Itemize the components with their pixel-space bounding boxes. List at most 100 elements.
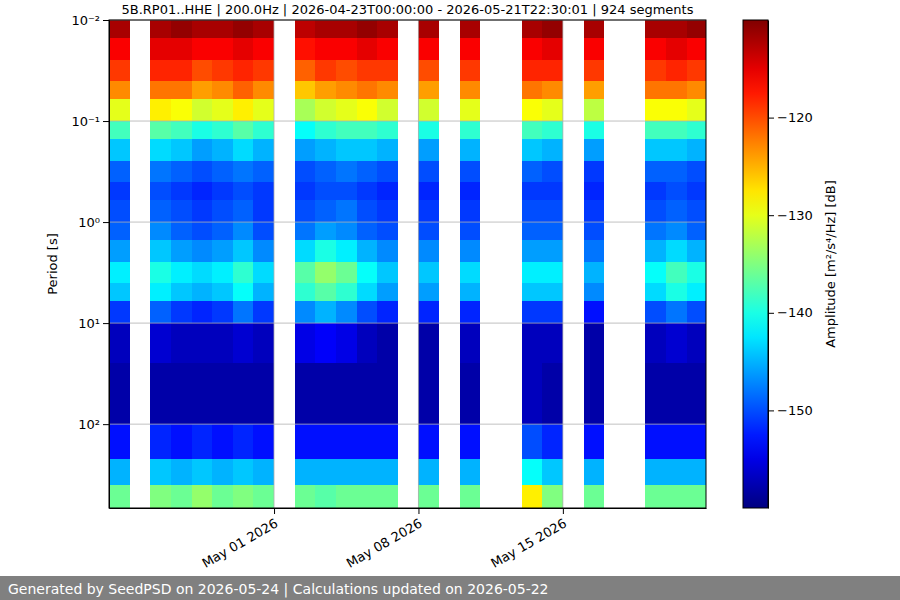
cell	[171, 424, 192, 459]
cell	[212, 240, 233, 262]
cell	[460, 485, 481, 508]
cell	[645, 283, 666, 301]
cell	[522, 161, 543, 182]
cell	[542, 182, 563, 200]
tick: −140	[768, 305, 813, 320]
cell	[522, 60, 543, 81]
cell	[645, 240, 666, 262]
cell	[584, 222, 605, 240]
cell	[460, 20, 481, 38]
cell	[295, 363, 316, 424]
cell	[212, 60, 233, 81]
cell	[253, 161, 274, 182]
cell	[253, 182, 274, 200]
colorbar-axis: −150−140−130−120	[768, 21, 813, 509]
cell	[192, 81, 213, 99]
cell	[460, 301, 481, 323]
cell	[192, 323, 213, 363]
cell	[460, 283, 481, 301]
cell	[109, 485, 130, 508]
tick: 10⁻²	[71, 13, 109, 28]
cell	[645, 139, 666, 161]
cell	[171, 182, 192, 200]
cell	[584, 323, 605, 363]
cell	[212, 459, 233, 485]
cell	[253, 363, 274, 424]
tick-label: 10⁰	[78, 215, 100, 230]
cell	[522, 283, 543, 301]
cell	[212, 99, 233, 121]
cell	[687, 60, 706, 81]
cell	[253, 323, 274, 363]
tick-mark	[103, 424, 109, 425]
cell	[253, 99, 274, 121]
cell	[295, 323, 316, 363]
cell	[687, 283, 706, 301]
cell	[109, 200, 130, 222]
cell	[687, 424, 706, 459]
cell	[542, 262, 563, 283]
cell	[542, 38, 563, 60]
cell	[212, 182, 233, 200]
cell	[542, 485, 563, 508]
tick-mark	[103, 323, 109, 324]
cell	[150, 182, 171, 200]
cell	[150, 283, 171, 301]
cell	[336, 81, 357, 99]
cell	[542, 139, 563, 161]
cell	[233, 38, 254, 60]
cell	[150, 200, 171, 222]
cell	[418, 424, 439, 459]
cell	[171, 222, 192, 240]
cell	[666, 81, 687, 99]
cell	[584, 182, 605, 200]
cell	[522, 459, 543, 485]
cell	[687, 363, 706, 424]
cell	[192, 99, 213, 121]
cell	[542, 459, 563, 485]
tick-label: 10¹	[78, 316, 100, 331]
tick-label: −120	[777, 110, 813, 125]
cell	[192, 240, 213, 262]
cell	[109, 323, 130, 363]
cell	[377, 121, 398, 139]
cell	[377, 222, 398, 240]
cell	[666, 485, 687, 508]
cell	[315, 222, 336, 240]
cell	[584, 38, 605, 60]
cell	[666, 222, 687, 240]
cell	[377, 200, 398, 222]
grid-line	[109, 323, 706, 324]
tick-label: 10⁻¹	[71, 114, 100, 129]
cell	[192, 182, 213, 200]
cell	[377, 459, 398, 485]
cell	[212, 424, 233, 459]
cell	[666, 323, 687, 363]
cell	[253, 283, 274, 301]
cell	[687, 222, 706, 240]
cell	[357, 424, 378, 459]
cell	[584, 20, 605, 38]
cell	[295, 182, 316, 200]
cell	[150, 121, 171, 139]
cell	[295, 139, 316, 161]
cell	[150, 301, 171, 323]
cell	[584, 459, 605, 485]
cell	[212, 20, 233, 38]
cell	[357, 38, 378, 60]
cell	[584, 99, 605, 121]
cell	[687, 240, 706, 262]
cell	[460, 200, 481, 222]
cell	[150, 240, 171, 262]
tick-mark	[768, 118, 774, 119]
cell	[171, 323, 192, 363]
cell	[666, 283, 687, 301]
cell	[584, 301, 605, 323]
footer: Generated by SeedPSD on 2026-05-24 | Cal…	[8, 581, 549, 598]
tick-mark	[768, 410, 774, 411]
title: 5B.RP01..HHE | 200.0Hz | 2026-04-23T00:0…	[122, 2, 694, 17]
cell	[460, 363, 481, 424]
cell	[687, 139, 706, 161]
cell	[336, 161, 357, 182]
cell	[212, 200, 233, 222]
